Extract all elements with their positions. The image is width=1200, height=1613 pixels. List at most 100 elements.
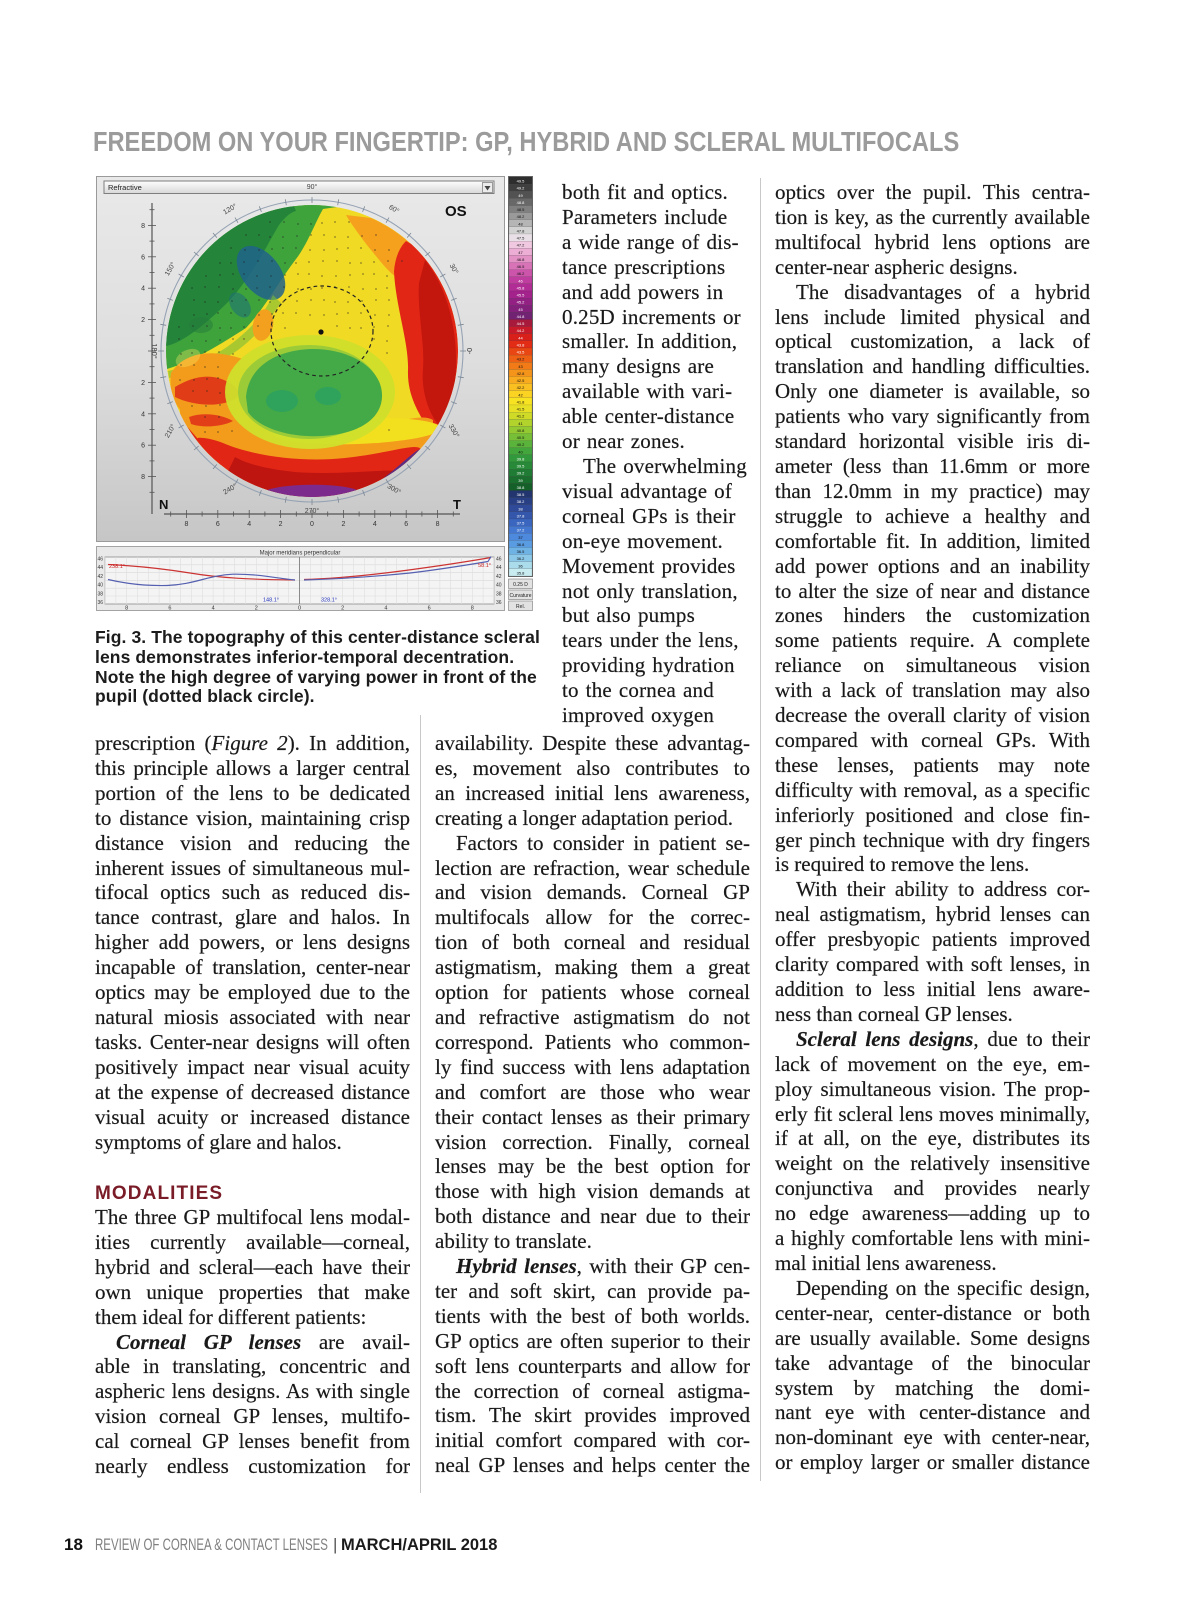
svg-text:0: 0	[298, 606, 301, 612]
svg-text:Curvature: Curvature	[510, 593, 532, 599]
svg-text:39.2: 39.2	[517, 471, 526, 476]
svg-text:44.8: 44.8	[517, 314, 526, 319]
svg-text:90°: 90°	[307, 183, 318, 191]
svg-text:8: 8	[184, 521, 188, 528]
svg-text:0: 0	[310, 521, 314, 528]
svg-text:6: 6	[216, 521, 220, 528]
svg-text:48.5: 48.5	[517, 207, 526, 212]
svg-text:47.5: 47.5	[517, 236, 526, 241]
svg-text:4: 4	[373, 521, 377, 528]
svg-text:Refractive: Refractive	[108, 183, 142, 192]
svg-text:41.2: 41.2	[517, 414, 526, 419]
svg-text:Major meridians perpendicular: Major meridians perpendicular	[260, 551, 341, 557]
svg-text:47.2: 47.2	[517, 243, 526, 248]
svg-text:42.2: 42.2	[517, 385, 526, 390]
svg-text:8: 8	[125, 606, 128, 612]
svg-text:46: 46	[518, 278, 523, 283]
svg-text:36.2: 36.2	[517, 556, 526, 561]
svg-text:37.5: 37.5	[517, 521, 526, 526]
svg-text:40: 40	[97, 583, 103, 589]
svg-text:4: 4	[141, 286, 145, 293]
svg-text:6: 6	[428, 606, 431, 612]
svg-text:N: N	[159, 497, 168, 512]
svg-text:2: 2	[141, 380, 145, 387]
svg-text:328.1°: 328.1°	[321, 598, 337, 604]
svg-text:8: 8	[436, 521, 440, 528]
svg-text:0.25 D: 0.25 D	[513, 582, 528, 588]
svg-text:43: 43	[518, 364, 523, 369]
svg-text:40.8: 40.8	[517, 428, 526, 433]
svg-text:43.5: 43.5	[517, 350, 526, 355]
svg-text:46: 46	[97, 557, 103, 563]
svg-text:8: 8	[471, 606, 474, 612]
svg-text:42: 42	[97, 574, 103, 580]
svg-text:46.2: 46.2	[517, 271, 526, 276]
svg-text:4: 4	[141, 411, 145, 418]
svg-text:148.1°: 148.1°	[263, 598, 279, 604]
svg-text:49: 49	[518, 193, 523, 198]
svg-text:2: 2	[279, 521, 283, 528]
svg-text:35.8: 35.8	[517, 570, 526, 575]
svg-text:4: 4	[384, 606, 387, 612]
svg-text:6: 6	[404, 521, 408, 528]
svg-text:47.8: 47.8	[517, 228, 526, 233]
svg-text:45: 45	[518, 307, 523, 312]
svg-text:6: 6	[141, 443, 145, 450]
svg-text:45.5: 45.5	[517, 293, 526, 298]
svg-text:40.5: 40.5	[517, 435, 526, 440]
svg-text:41: 41	[518, 421, 523, 426]
svg-text:8: 8	[141, 223, 145, 230]
svg-text:43.8: 43.8	[517, 342, 526, 347]
svg-text:40: 40	[496, 583, 502, 589]
svg-text:49.2: 49.2	[517, 186, 526, 191]
svg-text:45.8: 45.8	[517, 285, 526, 290]
svg-text:37.8: 37.8	[517, 513, 526, 518]
svg-text:45.2: 45.2	[517, 300, 526, 305]
svg-text:40.2: 40.2	[517, 442, 526, 447]
svg-text:37.2: 37.2	[517, 528, 526, 533]
svg-text:49.5: 49.5	[517, 179, 526, 184]
svg-text:58.1°: 58.1°	[478, 563, 491, 569]
svg-text:36: 36	[97, 600, 103, 606]
svg-text:38.8: 38.8	[517, 485, 526, 490]
svg-text:Rel.: Rel.	[516, 604, 525, 610]
svg-text:46.8: 46.8	[517, 257, 526, 262]
svg-text:2: 2	[341, 606, 344, 612]
svg-text:38.5: 38.5	[517, 492, 526, 497]
svg-text:42: 42	[518, 392, 523, 397]
svg-text:46: 46	[496, 557, 502, 563]
svg-text:39.8: 39.8	[517, 456, 526, 461]
svg-text:38: 38	[97, 591, 103, 597]
svg-text:37: 37	[518, 535, 523, 540]
svg-text:6: 6	[168, 606, 171, 612]
svg-text:4: 4	[247, 521, 251, 528]
svg-text:43.2: 43.2	[517, 357, 526, 362]
svg-text:48: 48	[518, 221, 523, 226]
svg-text:2: 2	[141, 317, 145, 324]
svg-text:T: T	[453, 497, 461, 512]
svg-text:44: 44	[97, 565, 103, 571]
svg-text:39: 39	[518, 478, 523, 483]
svg-text:4: 4	[212, 606, 215, 612]
svg-text:36: 36	[496, 600, 502, 606]
svg-text:36.5: 36.5	[517, 549, 526, 554]
svg-text:40: 40	[518, 449, 523, 454]
svg-text:2: 2	[255, 606, 258, 612]
svg-text:36: 36	[518, 563, 523, 568]
svg-text:42.8: 42.8	[517, 371, 526, 376]
svg-text:47: 47	[518, 250, 523, 255]
svg-text:48.8: 48.8	[517, 200, 526, 205]
svg-text:46.5: 46.5	[517, 264, 526, 269]
svg-text:-0: -0	[465, 348, 474, 355]
svg-text:36.8: 36.8	[517, 542, 526, 547]
svg-text:8: 8	[141, 474, 145, 481]
svg-text:44: 44	[518, 335, 523, 340]
svg-text:OS: OS	[445, 203, 467, 220]
svg-text:48.2: 48.2	[517, 214, 526, 219]
svg-text:38.2: 38.2	[517, 499, 526, 504]
svg-text:238.1°: 238.1°	[109, 564, 125, 570]
svg-text:39.5: 39.5	[517, 464, 526, 469]
svg-text:42.5: 42.5	[517, 378, 526, 383]
svg-text:41.5: 41.5	[517, 407, 526, 412]
svg-text:44.5: 44.5	[517, 321, 526, 326]
